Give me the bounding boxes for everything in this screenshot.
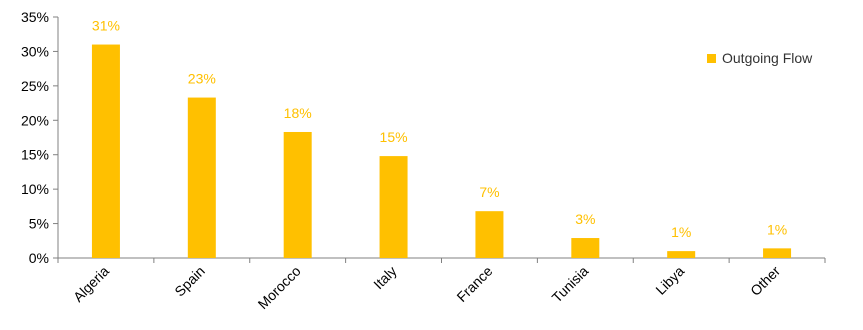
x-axis <box>57 257 826 263</box>
data-labels: 31% 23% 18% 15% 7% 3% 1% 1% <box>92 18 787 241</box>
y-tick-label: 20% <box>21 112 49 128</box>
category-label-spain: Spain <box>171 263 208 300</box>
data-label-algeria: 31% <box>92 18 120 34</box>
bar-algeria <box>91 44 120 258</box>
bar-france <box>475 211 504 258</box>
category-label-tunisia: Tunisia <box>549 263 592 306</box>
bar-italy <box>379 156 408 258</box>
legend-label: Outgoing Flow <box>722 50 813 66</box>
data-label-libya: 1% <box>671 224 691 240</box>
y-tick-label: 10% <box>21 181 49 197</box>
y-axis: 0% 5% 10% 15% 20% 25% 30% 35% <box>21 9 59 266</box>
y-tick-label: 5% <box>29 216 49 232</box>
data-label-italy: 15% <box>380 129 408 145</box>
bar-tunisia <box>571 238 600 258</box>
bar-spain <box>187 97 216 258</box>
data-label-morocco: 18% <box>284 105 312 121</box>
category-label-other: Other <box>747 263 783 299</box>
data-label-spain: 23% <box>188 71 216 87</box>
bar-morocco <box>283 131 312 258</box>
category-label-france: France <box>453 263 495 305</box>
category-label-italy: Italy <box>370 263 399 292</box>
data-label-other: 1% <box>767 221 787 237</box>
bar-libya <box>667 251 696 258</box>
category-label-algeria: Algeria <box>70 263 112 305</box>
y-tick-label: 25% <box>21 78 49 94</box>
data-label-tunisia: 3% <box>575 211 595 227</box>
y-tick-label: 0% <box>29 250 49 266</box>
y-tick-label: 35% <box>21 9 49 25</box>
category-label-libya: Libya <box>652 263 687 298</box>
data-label-france: 7% <box>479 184 499 200</box>
y-tick-label: 30% <box>21 43 49 59</box>
category-labels: Algeria Spain Morocco Italy France Tunisia Lib… <box>70 263 784 313</box>
bar-other <box>763 248 792 258</box>
y-tick-label: 15% <box>21 147 49 163</box>
legend: Outgoing Flow <box>707 50 813 66</box>
category-label-morocco: Morocco <box>255 263 304 312</box>
legend-swatch <box>707 54 716 63</box>
bars <box>91 44 792 258</box>
